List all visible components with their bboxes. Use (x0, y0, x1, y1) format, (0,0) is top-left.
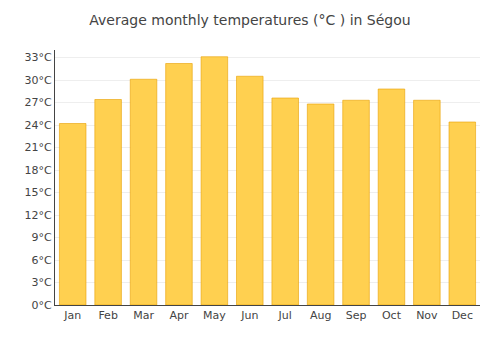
svg-text:Nov: Nov (416, 309, 438, 322)
svg-text:15°C: 15°C (25, 186, 52, 199)
svg-text:Jul: Jul (278, 309, 292, 322)
svg-text:18°C: 18°C (25, 164, 52, 177)
svg-text:6°C: 6°C (32, 254, 52, 267)
svg-text:24°C: 24°C (25, 119, 52, 132)
svg-text:33°C: 33°C (25, 51, 52, 64)
svg-text:3°C: 3°C (32, 276, 52, 289)
svg-text:Sep: Sep (346, 309, 367, 322)
svg-text:Apr: Apr (169, 309, 189, 322)
svg-text:May: May (203, 309, 226, 322)
svg-text:21°C: 21°C (25, 141, 52, 154)
svg-text:Mar: Mar (133, 309, 154, 322)
svg-text:30°C: 30°C (25, 74, 52, 87)
svg-text:Dec: Dec (452, 309, 473, 322)
svg-text:Jan: Jan (63, 309, 81, 322)
svg-text:Aug: Aug (310, 309, 331, 322)
svg-text:12°C: 12°C (25, 209, 52, 222)
svg-text:9°C: 9°C (32, 231, 52, 244)
svg-text:0°C: 0°C (32, 299, 52, 312)
svg-text:Average monthly temperatures (: Average monthly temperatures (°C ) in Sé… (89, 12, 410, 28)
svg-text:Jun: Jun (240, 309, 258, 322)
svg-text:Oct: Oct (382, 309, 402, 322)
svg-text:Feb: Feb (98, 309, 117, 322)
svg-text:27°C: 27°C (25, 96, 52, 109)
